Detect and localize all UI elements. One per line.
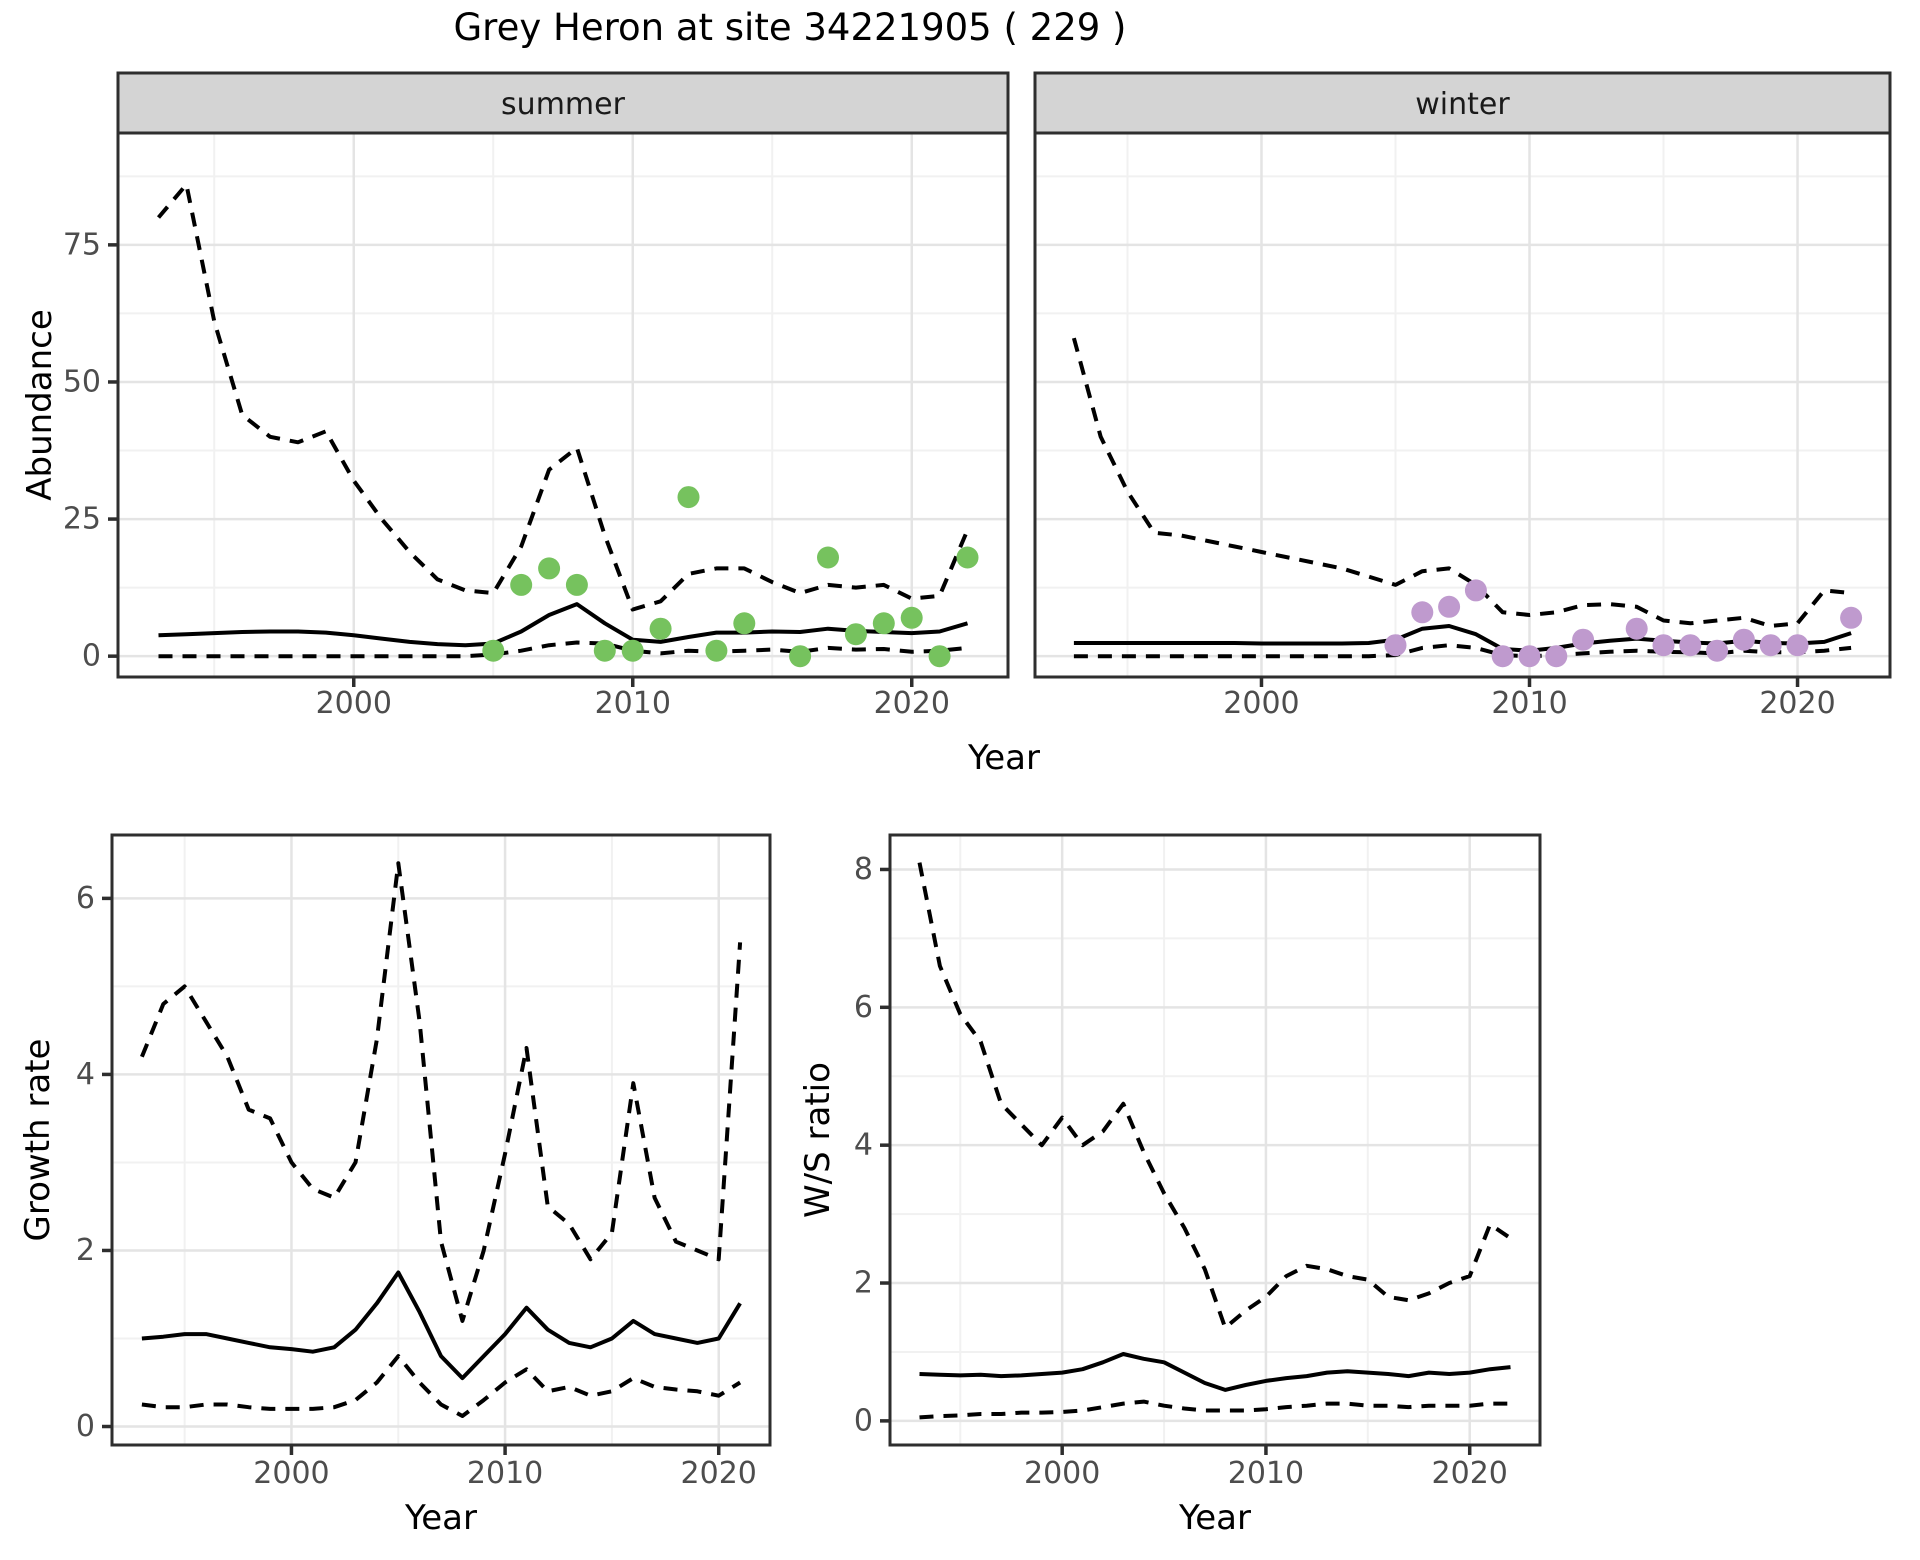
y-tick-label: 4 (854, 1128, 873, 1163)
ci-line-upper_95ci (1071, 337, 1852, 628)
x-axis-label-year-top: Year (968, 738, 1040, 778)
y-axis-label-abundance: Abundance (20, 309, 60, 501)
y-tick-label: 2 (854, 1266, 873, 1301)
y-tick-label: 0 (82, 639, 101, 674)
x-tick-label: 2010 (1491, 686, 1567, 721)
y-tick-label: 75 (63, 227, 101, 262)
facet-label-winter: winter (1415, 87, 1510, 122)
panel-background (1035, 133, 1890, 677)
x-tick-label: 2000 (316, 686, 392, 721)
facet-label-summer: summer (501, 87, 625, 122)
panel-border (116, 131, 1010, 679)
x-tick-label: 2020 (1759, 686, 1835, 721)
data-point (1438, 595, 1461, 618)
y-tick-label: 6 (854, 990, 873, 1025)
data-point (649, 617, 672, 640)
data-point (538, 557, 561, 580)
y-tick-label: 0 (854, 1403, 873, 1438)
data-point (1545, 645, 1568, 668)
data-point (565, 573, 588, 596)
y-tick-label: 2 (76, 1233, 95, 1268)
data-point (928, 645, 951, 668)
panel-background (112, 835, 770, 1445)
y-axis-label-growth-rate: Growth rate (18, 1038, 58, 1242)
data-point (1759, 634, 1782, 657)
data-point (789, 645, 812, 668)
data-point (1384, 634, 1407, 657)
x-axis-label-year-ws: Year (1179, 1498, 1251, 1538)
data-point (1706, 639, 1729, 662)
y-tick-label: 50 (63, 364, 101, 399)
data-point (1491, 645, 1514, 668)
data-point (1652, 634, 1675, 657)
median-line (141, 1270, 742, 1381)
data-point (872, 612, 895, 635)
facet-strip (116, 71, 1010, 135)
median-line (158, 602, 969, 648)
y-tick-label: 8 (854, 852, 873, 887)
x-tick-label: 2010 (467, 1456, 543, 1491)
data-point (733, 612, 756, 635)
ci-line-upper_95ci (156, 182, 970, 612)
x-tick-label: 2000 (1223, 686, 1299, 721)
ci-line-lower_95ci (919, 1399, 1511, 1420)
data-point (593, 639, 616, 662)
y-tick-label: 6 (76, 881, 95, 916)
y-tick-label: 0 (76, 1409, 95, 1444)
facet-strip (1033, 71, 1892, 135)
data-point (1572, 628, 1595, 651)
x-tick-label: 2020 (681, 1456, 757, 1491)
ci-line-upper_95ci (917, 862, 1512, 1330)
x-tick-label: 2020 (874, 686, 950, 721)
ci-line-lower_95ci (141, 1354, 742, 1418)
data-point (1625, 617, 1648, 640)
data-point (1840, 606, 1863, 629)
panel-border (888, 833, 1542, 1447)
x-tick-label: 2010 (1228, 1456, 1304, 1491)
y-axis-label-ws-ratio: W/S ratio (798, 1062, 838, 1218)
data-point (900, 606, 923, 629)
data-point (1732, 628, 1755, 651)
x-tick-label: 2000 (1024, 1456, 1100, 1491)
x-tick-label: 2020 (1432, 1456, 1508, 1491)
data-point (621, 639, 644, 662)
data-point (1464, 579, 1487, 602)
y-tick-label: 4 (76, 1057, 95, 1092)
data-point (1786, 634, 1809, 657)
x-tick-label: 2000 (253, 1456, 329, 1491)
chart-title: Grey Heron at site 34221905 ( 229 ) (453, 6, 1127, 49)
data-point (1679, 634, 1702, 657)
data-point (677, 486, 700, 509)
x-tick-label: 2010 (595, 686, 671, 721)
ci-line-upper_95ci (140, 861, 743, 1323)
data-point (817, 546, 839, 569)
x-axis-label-year-growth: Year (405, 1498, 477, 1538)
panel-border (110, 833, 772, 1447)
panel-background (890, 835, 1540, 1445)
median-line (919, 1352, 1511, 1392)
data-point (510, 573, 533, 596)
data-point (1411, 601, 1434, 624)
data-point (844, 623, 867, 646)
data-point (482, 639, 505, 662)
ci-line-lower_95ci (158, 640, 968, 659)
data-point (1518, 645, 1541, 668)
y-tick-label: 25 (63, 502, 101, 537)
panel-border (1033, 131, 1892, 679)
data-point (705, 639, 728, 662)
panel-background (118, 133, 1008, 677)
data-point (956, 546, 979, 569)
